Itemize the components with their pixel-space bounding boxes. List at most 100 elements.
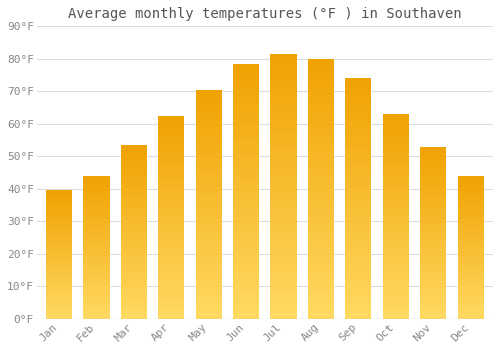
Bar <box>458 302 483 304</box>
Bar <box>121 194 147 197</box>
Bar <box>84 179 110 182</box>
Bar <box>84 250 110 253</box>
Bar <box>420 147 446 150</box>
Bar <box>233 273 260 278</box>
Bar <box>270 239 296 245</box>
Bar <box>382 261 409 266</box>
Bar <box>196 195 222 200</box>
Bar <box>233 155 260 161</box>
Bar <box>270 181 296 187</box>
Bar <box>46 232 72 234</box>
Bar <box>46 209 72 211</box>
Bar <box>308 236 334 241</box>
Bar <box>121 263 147 267</box>
Bar <box>196 305 222 310</box>
Bar <box>308 116 334 121</box>
Bar <box>382 134 409 139</box>
Bar <box>420 181 446 184</box>
Bar <box>84 196 110 199</box>
Bar <box>420 285 446 288</box>
Bar <box>158 230 184 233</box>
Bar <box>270 282 296 287</box>
Bar <box>233 232 260 237</box>
Bar <box>270 266 296 271</box>
Bar <box>46 221 72 224</box>
Bar <box>233 258 260 263</box>
Bar <box>84 202 110 204</box>
Bar <box>158 221 184 225</box>
Bar <box>346 247 372 252</box>
Bar <box>382 200 409 204</box>
Bar <box>121 308 147 312</box>
Bar <box>382 229 409 233</box>
Bar <box>458 296 483 299</box>
Bar <box>346 83 372 88</box>
Bar <box>346 275 372 280</box>
Bar <box>458 213 483 216</box>
Bar <box>382 118 409 122</box>
Bar <box>46 196 72 198</box>
Bar <box>233 110 260 115</box>
Bar <box>270 187 296 192</box>
Bar <box>270 303 296 308</box>
Bar <box>121 315 147 319</box>
Bar <box>196 204 222 209</box>
Bar <box>270 192 296 197</box>
Bar <box>233 150 260 155</box>
Bar <box>346 232 372 237</box>
Bar <box>458 176 483 179</box>
Bar <box>420 240 446 243</box>
Bar <box>158 120 184 124</box>
Bar <box>382 122 409 126</box>
Bar <box>458 241 483 245</box>
Bar <box>233 120 260 125</box>
Bar <box>270 75 296 80</box>
Bar <box>158 132 184 136</box>
Bar <box>308 308 334 314</box>
Bar <box>84 307 110 310</box>
Bar <box>420 202 446 205</box>
Bar <box>84 270 110 273</box>
Bar <box>420 243 446 246</box>
Bar <box>346 98 372 102</box>
Bar <box>46 311 72 314</box>
Bar <box>308 210 334 215</box>
Bar <box>158 303 184 307</box>
Bar <box>46 237 72 239</box>
Bar <box>196 168 222 172</box>
Bar <box>196 282 222 287</box>
Bar <box>233 242 260 247</box>
Bar <box>420 167 446 171</box>
Bar <box>346 93 372 98</box>
Bar <box>382 114 409 118</box>
Bar <box>308 64 334 69</box>
Bar <box>196 314 222 319</box>
Bar <box>346 121 372 126</box>
Bar <box>420 184 446 188</box>
Bar <box>308 220 334 225</box>
Bar <box>270 287 296 292</box>
Bar <box>158 241 184 246</box>
Bar <box>121 249 147 253</box>
Bar <box>196 186 222 190</box>
Bar <box>46 247 72 250</box>
Bar <box>458 228 483 230</box>
Bar <box>308 230 334 236</box>
Bar <box>458 259 483 262</box>
Bar <box>308 194 334 199</box>
Bar <box>196 113 222 117</box>
Bar <box>420 312 446 315</box>
Title: Average monthly temperatures (°F ) in Southaven: Average monthly temperatures (°F ) in So… <box>68 7 462 21</box>
Bar <box>84 287 110 290</box>
Bar <box>382 286 409 290</box>
Bar <box>346 252 372 256</box>
Bar <box>458 247 483 250</box>
Bar <box>121 176 147 180</box>
Bar <box>84 265 110 267</box>
Bar <box>382 155 409 159</box>
Bar <box>308 189 334 194</box>
Bar <box>84 273 110 276</box>
Bar <box>158 294 184 299</box>
Bar <box>308 142 334 147</box>
Bar <box>196 163 222 168</box>
